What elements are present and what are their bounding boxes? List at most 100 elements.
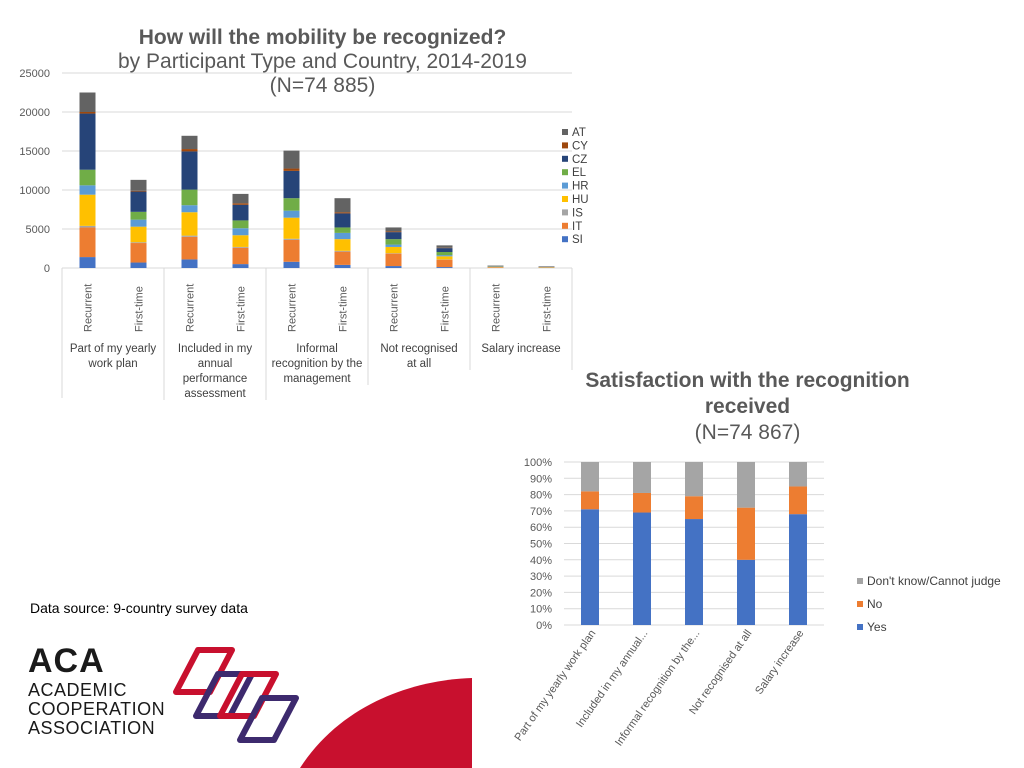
legend-swatch-el	[562, 169, 568, 176]
bar-segment-it	[232, 247, 249, 265]
chart1-title-main: How will the mobility be recognized?	[138, 26, 507, 49]
group-label: recognition by the	[272, 358, 363, 370]
group-label: at all	[407, 358, 431, 370]
bar-segment-el	[79, 169, 96, 186]
bar-segment-no	[685, 496, 703, 520]
x-tick-label: Salary increase	[753, 628, 806, 697]
bar-segment-yes	[789, 514, 807, 625]
bar-segment-it	[181, 236, 198, 260]
bar-segment-si	[436, 267, 453, 268]
bar-segment-it	[385, 253, 402, 267]
y-tick-label: 100%	[524, 457, 552, 469]
bar-segment-is	[79, 225, 96, 228]
bar-segment-yes	[737, 559, 755, 625]
legend-label-yes: Yes	[867, 620, 887, 634]
y-tick-label: 20000	[19, 107, 50, 119]
bar-segment-yes	[633, 512, 651, 625]
bar-segment-si	[130, 262, 147, 268]
chart1-title: How will the mobility be recognized? by …	[60, 26, 585, 98]
bar-segment-it	[487, 267, 504, 268]
legend-label-cz: CZ	[572, 154, 587, 166]
bar-segment-cz	[436, 248, 453, 253]
bar-segment-hu	[79, 194, 96, 226]
logo-shape-purple-2	[237, 695, 299, 743]
bar-segment-hr	[232, 228, 249, 236]
bar-segment-cy	[181, 149, 198, 152]
bar-segment-hr	[436, 255, 453, 257]
y-tick-label: 80%	[530, 490, 552, 502]
bar-segment-cy	[385, 231, 402, 233]
bar-segment-cz	[130, 191, 147, 212]
bar-segment-cz	[283, 170, 300, 199]
legend-swatch-si	[562, 236, 568, 243]
bar-segment-it	[79, 227, 96, 258]
bar-segment-hu	[181, 212, 198, 236]
group-label: Salary increase	[481, 343, 560, 355]
chart2-title-main-2: received	[704, 395, 791, 418]
legend-swatch-hr	[562, 182, 568, 189]
legend-swatch-cy	[562, 142, 568, 149]
bar-segment-hr	[181, 205, 198, 213]
bar-segment-don-t-know-cannot-judge	[789, 462, 807, 487]
y-tick-label: 60%	[530, 522, 552, 534]
aca-logo-line2: COOPERATION	[28, 699, 166, 719]
legend-swatch-no	[857, 601, 863, 607]
y-tick-label: 50%	[530, 539, 552, 551]
bar-segment-cz	[79, 113, 96, 170]
group-label: management	[283, 373, 351, 385]
bar-segment-si	[181, 259, 198, 268]
bar-segment-cy	[283, 168, 300, 171]
bar-segment-it	[283, 239, 300, 262]
bar-segment-hr	[283, 210, 300, 218]
legend-swatch-at	[562, 129, 568, 135]
y-tick-label: 10000	[19, 185, 50, 197]
bar-segment-at	[436, 245, 453, 248]
bar-segment-don-t-know-cannot-judge	[581, 462, 599, 492]
chart2-n-label: (N=74 867)	[694, 421, 801, 444]
legend-label-si: SI	[572, 234, 583, 246]
legend-swatch-it	[562, 222, 568, 229]
chart2-percent-bar: 0%10%20%30%40%50%60%70%80%90%100%Part of…	[513, 457, 1001, 748]
bar-segment-cz	[334, 213, 351, 228]
chart1-n-label: (N=74 885)	[269, 74, 376, 97]
bar-segment-no	[581, 491, 599, 510]
bar-segment-cy	[130, 190, 147, 192]
group-label: Included in my	[178, 343, 252, 355]
aca-logo-line1: ACADEMIC	[28, 680, 128, 700]
bar-segment-is	[181, 235, 198, 237]
chart1-stacked-bar: 0 5000 10000 15000 20000 25000 Recurrent First-…	[19, 68, 589, 400]
x-tick-label: Recurrent	[287, 284, 299, 332]
bar-segment-si	[334, 264, 351, 268]
legend-label-no: No	[867, 597, 883, 611]
bar-segment-no	[633, 492, 651, 513]
bar-segment-at	[181, 135, 198, 150]
legend-swatch-hu	[562, 196, 568, 202]
bar-segment-it	[334, 251, 351, 265]
bar-segment-cy	[79, 112, 96, 114]
x-tick-label: First-time	[134, 286, 146, 332]
legend-label-is: IS	[572, 207, 583, 219]
bar-segment-it	[130, 243, 147, 263]
group-label: Not recognised	[380, 343, 457, 355]
bar-segment-si	[283, 261, 300, 268]
bar-segment-si	[79, 257, 96, 268]
x-tick-label: First-time	[440, 286, 452, 332]
bar-segment-at	[130, 179, 147, 191]
bar-segment-si	[385, 266, 402, 268]
legend-swatch-is	[562, 209, 568, 216]
legend-swatch-cz	[562, 155, 568, 162]
bar-segment-yes	[581, 509, 599, 625]
aca-logo-abbr: ACA	[28, 642, 105, 680]
bar-segment-el	[130, 211, 147, 220]
bar-segment-el	[232, 220, 249, 229]
bar-segment-el	[385, 239, 402, 245]
x-tick-label: First-time	[338, 286, 350, 332]
group-label: Part of my yearly	[70, 343, 157, 355]
bar-segment-el	[436, 252, 453, 256]
x-tick-label: Recurrent	[491, 284, 503, 332]
bar-segment-cy	[232, 203, 249, 205]
legend-label-cy: CY	[572, 140, 588, 152]
bar-segment-hu	[283, 217, 300, 239]
bar-segment-el	[181, 189, 198, 206]
chart2-title: Satisfaction with the recognition receiv…	[540, 368, 955, 446]
